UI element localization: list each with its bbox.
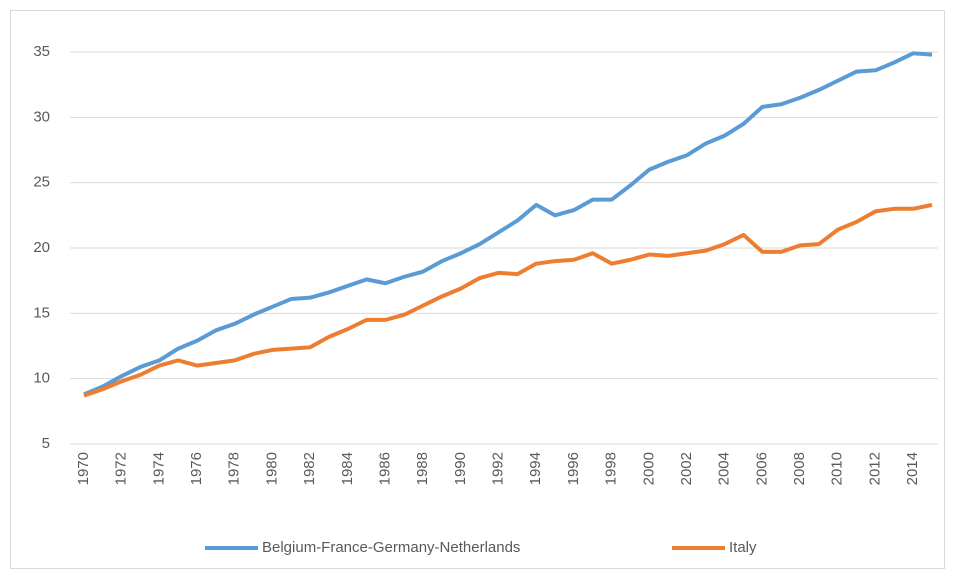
x-tick-label: 2012 [866,452,883,485]
y-tick-label: 15 [33,304,50,321]
x-tick-label: 1972 [113,452,130,485]
y-tick-label: 25 [33,174,50,191]
legend-label: Italy [729,539,757,556]
x-tick-label: 1978 [226,452,243,485]
x-tick-label: 1996 [565,452,582,485]
x-tick-label: 2010 [829,452,846,485]
x-tick-label: 1982 [301,452,318,485]
x-tick-label: 2000 [640,452,657,485]
x-tick-label: 1998 [603,452,620,485]
y-tick-label: 5 [42,435,50,452]
y-tick-label: 20 [33,239,50,256]
x-tick-label: 1980 [263,452,280,485]
legend-label: Belgium-France-Germany-Netherlands [262,539,520,556]
x-tick-label: 2008 [791,452,808,485]
x-tick-label: 1988 [414,452,431,485]
x-tick-label: 2004 [716,452,733,485]
x-tick-label: 1976 [188,452,205,485]
x-tick-label: 1994 [527,452,544,485]
y-tick-label: 30 [33,108,50,125]
y-tick-label: 35 [33,43,50,60]
x-tick-label: 1984 [339,452,356,485]
series-line [83,51,933,397]
x-tick-label: 1970 [75,452,92,485]
x-tick-label: 2014 [904,452,921,485]
x-tick-label: 1990 [452,452,469,485]
x-tick-label: 1992 [490,452,507,485]
series-line [83,202,933,398]
y-tick-label: 10 [33,370,50,387]
x-tick-label: 1974 [150,452,167,485]
x-tick-label: 2006 [753,452,770,485]
x-tick-label: 2002 [678,452,695,485]
x-tick-label: 1986 [376,452,393,485]
